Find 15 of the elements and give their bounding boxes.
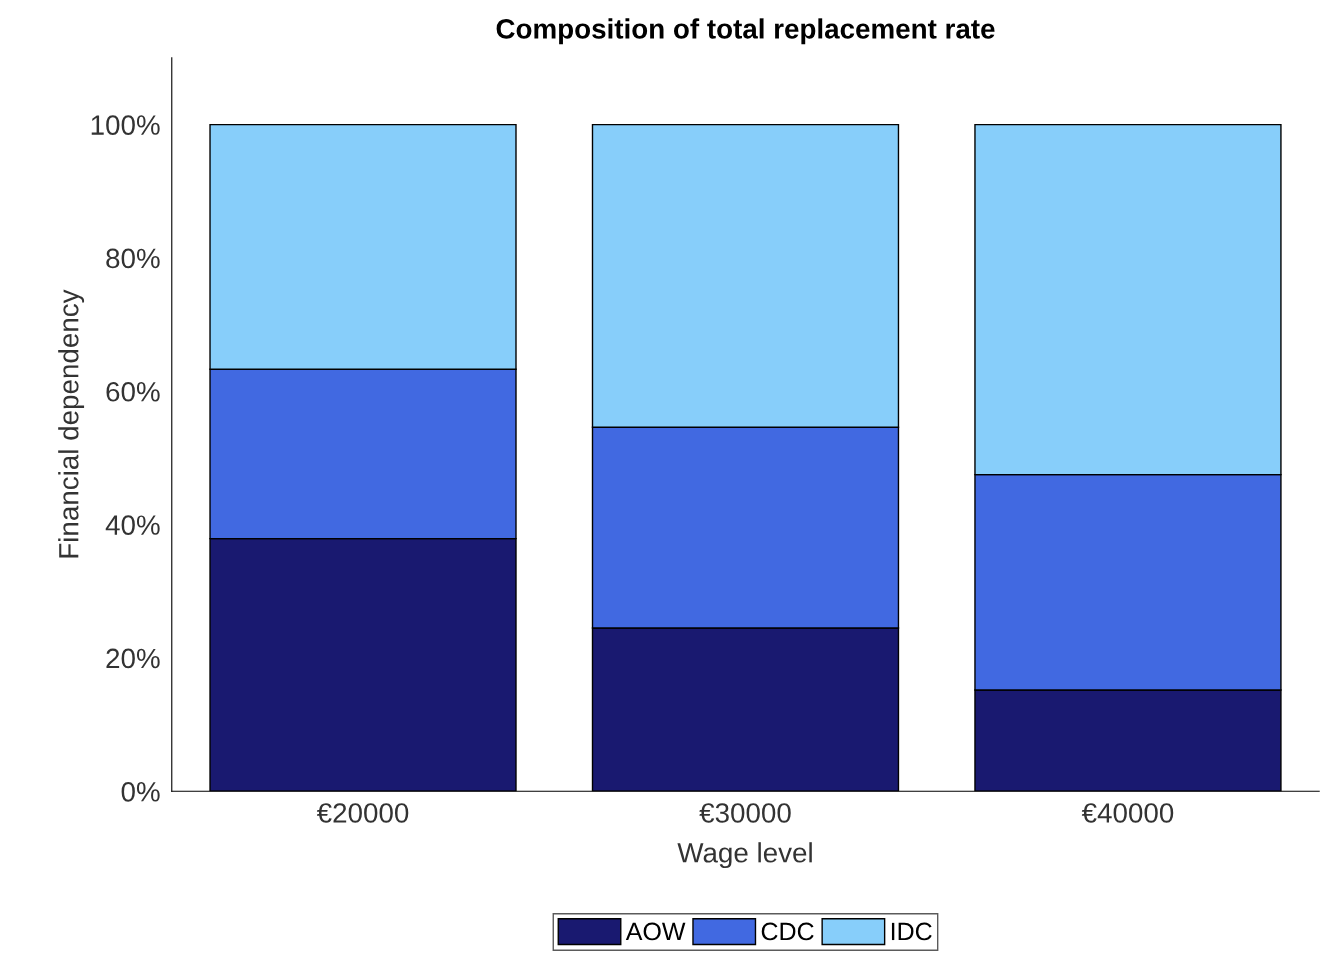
y-tick-label: 60% (106, 381, 160, 402)
y-axis-title: Financial dependency (58, 289, 85, 558)
y-tick-label: 100% (91, 115, 160, 135)
y-tick-label: 0% (121, 781, 160, 802)
x-tick-label: €30000 (699, 803, 791, 823)
legend-label: CDC (761, 922, 814, 941)
chart-title: Composition of total replacement rate (496, 18, 995, 45)
x-axis-title: Wage level (677, 842, 812, 869)
x-tick-label: €40000 (1081, 803, 1174, 823)
x-tick-label: €20000 (316, 803, 409, 823)
y-tick-label: 40% (105, 515, 160, 535)
legend-label: AOW (625, 922, 686, 941)
y-tick-label: 80% (106, 248, 160, 269)
y-tick-label: 20% (106, 648, 160, 669)
legend-label: IDC (891, 922, 932, 941)
